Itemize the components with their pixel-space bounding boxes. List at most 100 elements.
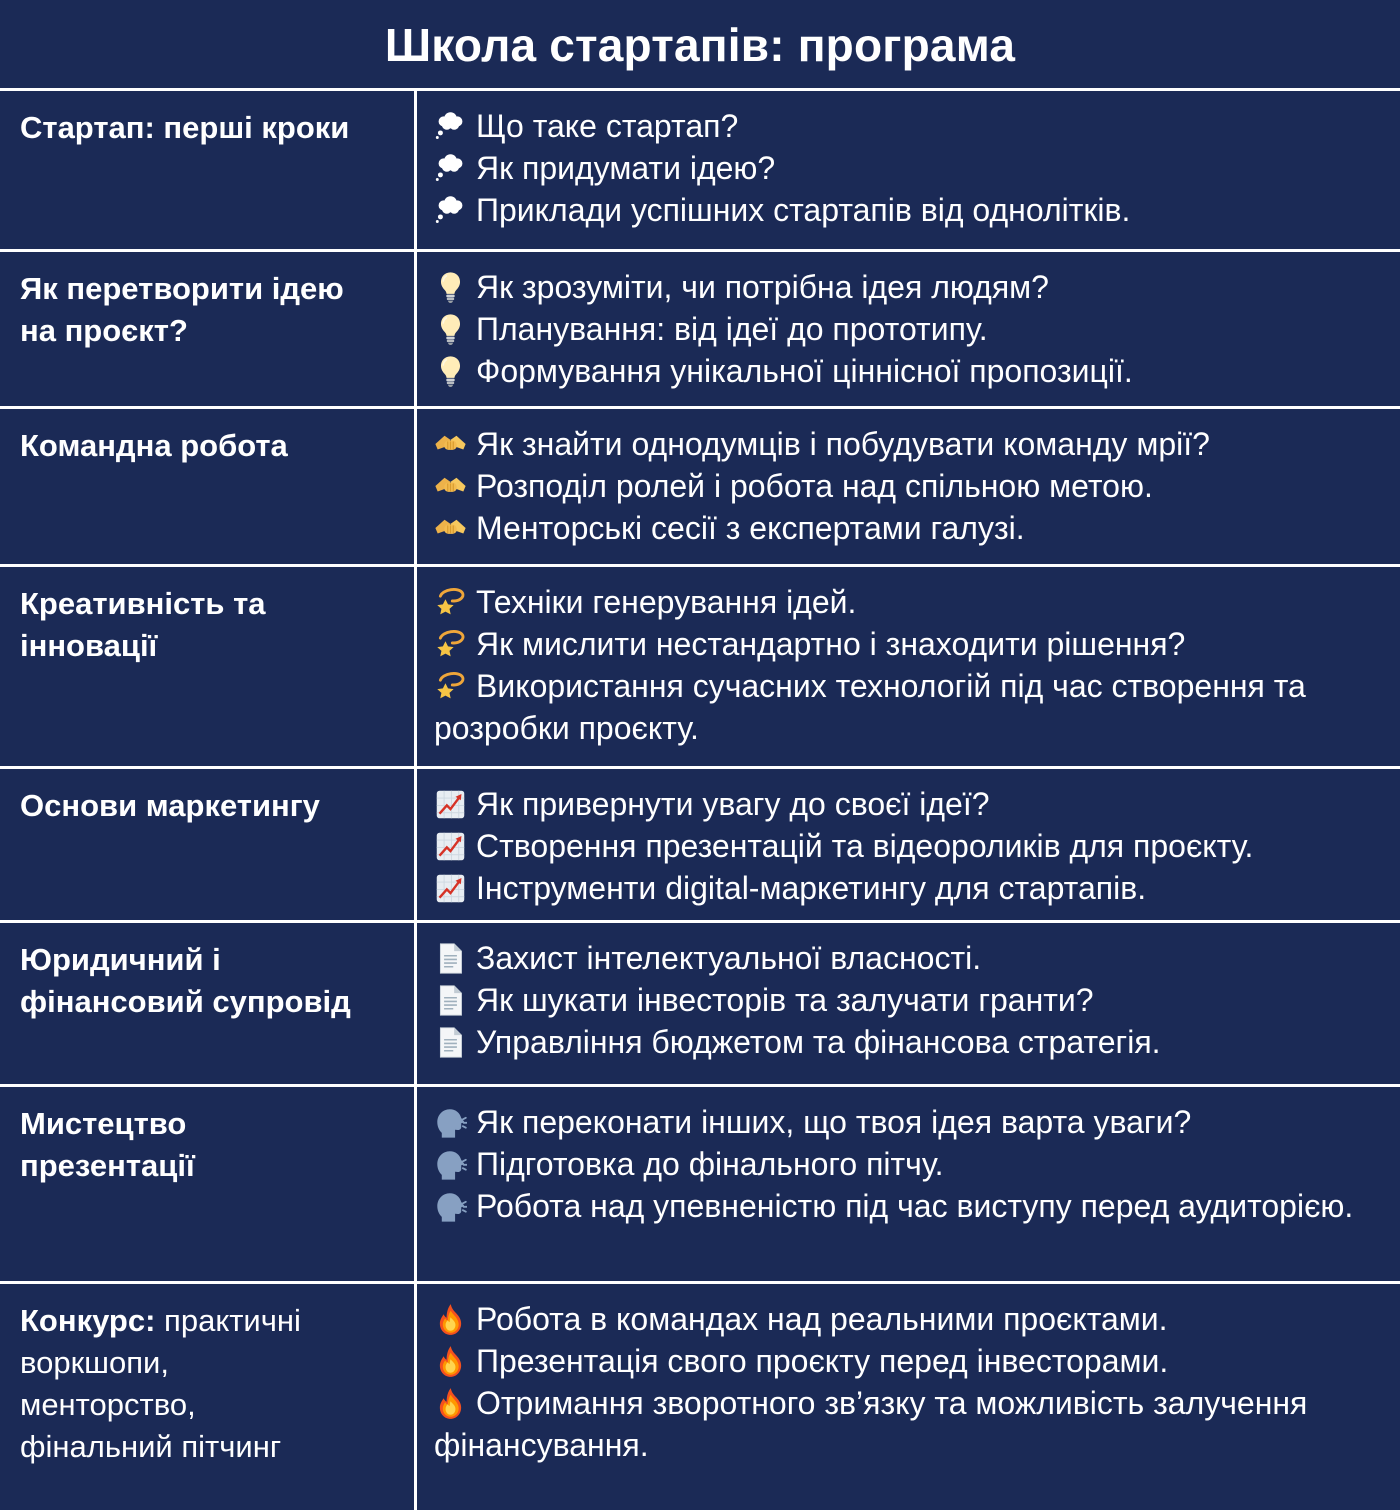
table-row: Основи маркетингу Як привернути увагу до…	[0, 766, 1400, 920]
item-text: Як привернути увагу до своєї ідеї?	[476, 786, 990, 822]
items-cell: Робота в командах над реальними проєктам…	[417, 1284, 1400, 1510]
list-item: Робота в командах над реальними проєктам…	[434, 1298, 1376, 1340]
list-item: Презентація свого проєкту перед інвестор…	[434, 1340, 1376, 1382]
list-item: Розподіл ролей і робота над спільною мет…	[434, 465, 1376, 507]
table-row: Стартап: перші кроки Що таке стартап? Як…	[0, 88, 1400, 249]
dizzy-star-icon	[434, 670, 467, 703]
list-item: Як переконати інших, що твоя ідея варта …	[434, 1101, 1376, 1143]
list-item: Техніки генерування ідей.	[434, 581, 1376, 623]
handshake-icon	[434, 512, 467, 545]
chart-increasing-icon	[434, 830, 467, 863]
items-cell: Техніки генерування ідей. Як мислити нес…	[417, 567, 1400, 766]
fire-icon	[434, 1345, 467, 1378]
list-item: Як мислити нестандартно і знаходити ріше…	[434, 623, 1376, 665]
item-text: Використання сучасних технологій під час…	[434, 668, 1306, 746]
item-text: Як переконати інших, що твоя ідея варта …	[476, 1104, 1192, 1140]
item-text: Презентація свого проєкту перед інвестор…	[476, 1343, 1169, 1379]
list-item: Як шукати інвесторів та залучати гранти?	[434, 979, 1376, 1021]
topic-cell: Юридичний і фінансовий супровід	[0, 923, 417, 1084]
topic-title: Креативність та інновації	[20, 586, 266, 663]
items-cell: Захист інтелектуальної власності. Як шук…	[417, 923, 1400, 1084]
page-document-icon	[434, 984, 467, 1017]
topic-cell: Мистецтво презентації	[0, 1087, 417, 1281]
item-text: Робота над упевненістю під час виступу п…	[476, 1188, 1354, 1224]
item-text: Підготовка до фінального пітчу.	[476, 1146, 944, 1182]
item-text: Як мислити нестандартно і знаходити ріше…	[476, 626, 1186, 662]
topic-title: Мистецтво презентації	[20, 1106, 195, 1183]
list-item: Менторські сесії з експертами галузі.	[434, 507, 1376, 549]
topic-cell: Стартап: перші кроки	[0, 91, 417, 249]
topic-title: Основи маркетингу	[20, 788, 320, 823]
fire-icon	[434, 1387, 467, 1420]
item-text: Техніки генерування ідей.	[476, 584, 857, 620]
topic-cell: Креативність та інновації	[0, 567, 417, 766]
items-cell: Як привернути увагу до своєї ідеї? Створ…	[417, 769, 1400, 920]
topic-cell: Конкурс: практичні воркшопи, менторство,…	[0, 1284, 417, 1510]
list-item: Підготовка до фінального пітчу.	[434, 1143, 1376, 1185]
item-text: Як шукати інвесторів та залучати гранти?	[476, 982, 1094, 1018]
thought-balloon-icon	[434, 194, 467, 227]
table-row: Юридичний і фінансовий супровід Захист і…	[0, 920, 1400, 1084]
items-cell: Як знайти однодумців і побудувати команд…	[417, 409, 1400, 564]
item-text: Як знайти однодумців і побудувати команд…	[476, 426, 1210, 462]
list-item: Управління бюджетом та фінансова стратег…	[434, 1021, 1376, 1063]
list-item: Як зрозуміти, чи потрібна ідея людям?	[434, 266, 1376, 308]
list-item: Як знайти однодумців і побудувати команд…	[434, 423, 1376, 465]
topic-cell: Командна робота	[0, 409, 417, 564]
page-document-icon	[434, 1026, 467, 1059]
list-item: Захист інтелектуальної власності.	[434, 937, 1376, 979]
list-item: Планування: від ідеї до прототипу.	[434, 308, 1376, 350]
item-text: Розподіл ролей і робота над спільною мет…	[476, 468, 1153, 504]
list-item: Робота над упевненістю під час виступу п…	[434, 1185, 1376, 1227]
item-text: Захист інтелектуальної власності.	[476, 940, 982, 976]
item-text: Робота в командах над реальними проєктам…	[476, 1301, 1168, 1337]
thought-balloon-icon	[434, 152, 467, 185]
table-row: Мистецтво презентації Як переконати інши…	[0, 1084, 1400, 1281]
item-text: Формування унікальної ціннісної пропозиц…	[476, 353, 1133, 389]
list-item: Формування унікальної ціннісної пропозиц…	[434, 350, 1376, 392]
list-item: Створення презентацій та відеороликів дл…	[434, 825, 1376, 867]
topic-title: Командна робота	[20, 428, 288, 463]
topic-title: Конкурс:	[20, 1303, 156, 1338]
items-cell: Що таке стартап? Як придумати ідею? Прик…	[417, 91, 1400, 249]
item-text: Управління бюджетом та фінансова стратег…	[476, 1024, 1161, 1060]
item-text: Створення презентацій та відеороликів дл…	[476, 828, 1254, 864]
table-row: Командна робота Як знайти однодумців і п…	[0, 406, 1400, 564]
topic-cell: Основи маркетингу	[0, 769, 417, 920]
table-row: Креативність та інновації Техніки генеру…	[0, 564, 1400, 766]
list-item: Як придумати ідею?	[434, 147, 1376, 189]
item-text: Що таке стартап?	[476, 108, 739, 144]
item-text: Приклади успішних стартапів від однолітк…	[476, 192, 1131, 228]
topic-cell: Як перетворити ідею на проєкт?	[0, 252, 417, 406]
light-bulb-icon	[434, 355, 467, 388]
fire-icon	[434, 1303, 467, 1336]
item-text: Інструменти digital-маркетингу для старт…	[476, 870, 1147, 906]
list-item: Що таке стартап?	[434, 105, 1376, 147]
handshake-icon	[434, 470, 467, 503]
chart-increasing-icon	[434, 788, 467, 821]
topic-subtitle: практичні воркшопи, менторство, фінальни…	[20, 1303, 301, 1464]
speaking-head-icon	[434, 1106, 467, 1139]
table-row: Конкурс: практичні воркшопи, менторство,…	[0, 1281, 1400, 1510]
list-item: Приклади успішних стартапів від однолітк…	[434, 189, 1376, 231]
thought-balloon-icon	[434, 110, 467, 143]
dizzy-star-icon	[434, 628, 467, 661]
items-cell: Як переконати інших, що твоя ідея варта …	[417, 1087, 1400, 1281]
handshake-icon	[434, 428, 467, 461]
topic-title: Як перетворити ідею на проєкт?	[20, 271, 344, 348]
light-bulb-icon	[434, 313, 467, 346]
speaking-head-icon	[434, 1148, 467, 1181]
item-text: Як зрозуміти, чи потрібна ідея людям?	[476, 269, 1049, 305]
list-item: Отримання зворотного зв’язку та можливіс…	[434, 1382, 1376, 1466]
list-item: Як привернути увагу до своєї ідеї?	[434, 783, 1376, 825]
item-text: Як придумати ідею?	[476, 150, 776, 186]
topic-title: Стартап: перші кроки	[20, 110, 350, 145]
page-title: Школа стартапів: програма	[384, 19, 1016, 71]
dizzy-star-icon	[434, 586, 467, 619]
speaking-head-icon	[434, 1190, 467, 1223]
topic-title: Юридичний і фінансовий супровід	[20, 942, 351, 1019]
list-item: Використання сучасних технологій під час…	[434, 665, 1376, 749]
header: Школа стартапів: програма	[0, 0, 1400, 88]
page-document-icon	[434, 942, 467, 975]
